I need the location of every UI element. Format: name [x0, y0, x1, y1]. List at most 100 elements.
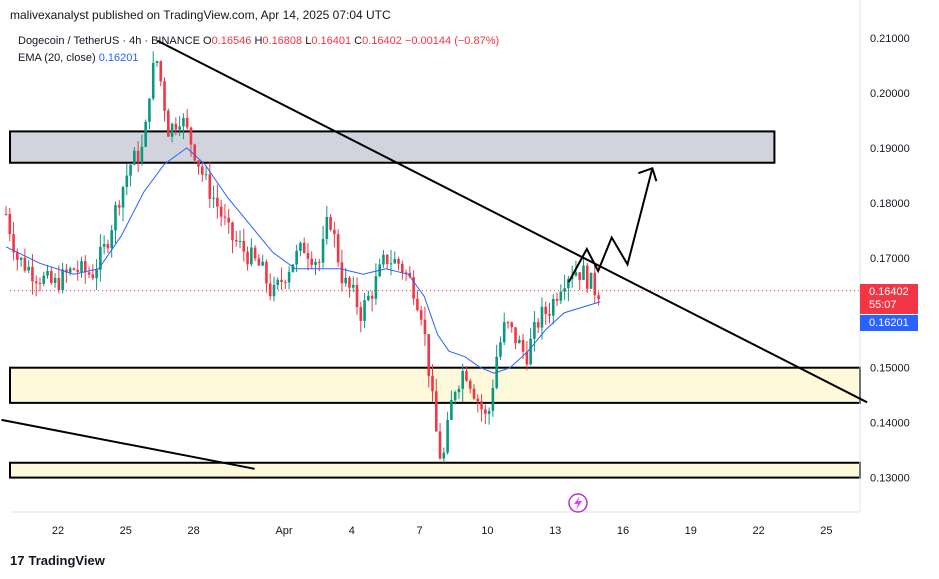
candle-body: [533, 322, 536, 339]
candle-body: [412, 276, 415, 299]
candle-body: [91, 274, 95, 279]
candle-body: [65, 269, 68, 273]
ema-legend: EMA (20, close) 0.16201: [18, 52, 138, 64]
candle-body: [555, 298, 559, 301]
candle-body: [287, 271, 291, 283]
candle-body: [163, 81, 166, 111]
candle-body: [484, 409, 487, 414]
y-tick-label: 0.17000: [870, 253, 910, 265]
candle-body: [453, 392, 457, 401]
candle-body: [544, 306, 548, 314]
candle-body: [299, 242, 302, 251]
candle-body: [336, 234, 340, 263]
candle-body: [525, 351, 529, 365]
y-tick-label: 0.13000: [870, 473, 910, 485]
candle-body: [514, 327, 517, 344]
close-value: 0.16402: [362, 35, 402, 47]
candle-body: [340, 262, 344, 284]
trendline-lower-trendline: [1, 418, 255, 470]
candle-body: [50, 270, 53, 283]
candle-body: [585, 265, 589, 289]
candle-body: [204, 174, 208, 176]
candle-body: [434, 391, 438, 432]
candle-body: [468, 380, 472, 389]
change-value: −0.00144 (−0.87%): [404, 35, 500, 47]
candle-body: [559, 291, 563, 301]
trendline-descending-resistance: [156, 39, 868, 404]
candle-body: [106, 244, 110, 249]
candle-body: [178, 126, 181, 130]
candle-body: [472, 388, 476, 399]
candle-body: [457, 388, 461, 393]
candle-body: [359, 307, 363, 321]
candle-body: [593, 272, 597, 296]
candle-body: [510, 322, 514, 328]
bolt-icon-circle[interactable]: [568, 493, 588, 513]
candle-body: [219, 206, 223, 217]
x-tick-label: 16: [617, 525, 629, 537]
x-tick-label: 13: [549, 525, 561, 537]
candle-body: [348, 277, 351, 288]
candle-body: [234, 239, 238, 242]
candle-body: [419, 310, 423, 320]
candle-body: [306, 253, 310, 259]
candle-body: [231, 222, 234, 240]
candle-body: [276, 279, 280, 285]
candle-body: [250, 247, 253, 265]
candle-body: [200, 166, 204, 175]
candle-body: [148, 98, 151, 122]
candle-body: [446, 419, 449, 453]
candle-body: [117, 205, 121, 208]
candle-body: [536, 322, 540, 328]
candle-body: [521, 339, 525, 352]
candle-body: [129, 164, 132, 176]
tradingview-logo[interactable]: 17 TradingView: [10, 553, 105, 568]
symbol-legend: Dogecoin / TetherUS · 4h · BINANCE O0.16…: [18, 35, 499, 47]
candle-body: [487, 410, 491, 414]
candle-body: [502, 322, 506, 343]
candle-body: [265, 261, 268, 284]
x-tick-label: 19: [685, 525, 697, 537]
candle-body: [102, 244, 106, 247]
bar-countdown: 55:07: [869, 299, 897, 311]
candle-body: [574, 272, 578, 276]
candle-body: [329, 217, 332, 230]
ema-line: [5, 147, 601, 374]
open-value: 0.16546: [211, 35, 252, 47]
candle-body: [367, 295, 370, 301]
symbol-title[interactable]: Dogecoin / TetherUS · 4h · BINANCE: [18, 35, 200, 47]
candle-body: [189, 127, 193, 145]
candle-body: [4, 213, 8, 215]
candle-body: [83, 261, 87, 273]
y-tick-label: 0.15000: [870, 363, 910, 375]
candle-body: [140, 146, 144, 163]
candle-body: [257, 258, 261, 266]
x-tick-label: 4: [349, 525, 355, 537]
candle-body: [295, 250, 298, 265]
candle-body: [95, 269, 98, 279]
candle-body: [110, 230, 113, 249]
candle-body: [155, 61, 159, 63]
candle-body: [401, 263, 404, 273]
zones-layer: [9, 130, 861, 479]
candle-body: [159, 61, 163, 82]
candle-body: [76, 269, 80, 272]
x-tick-label: Apr: [275, 525, 292, 537]
close-label: C: [354, 35, 363, 47]
candle-body: [53, 277, 57, 283]
candle-body: [174, 123, 178, 130]
candle-body: [397, 258, 400, 264]
low-label: L: [305, 35, 312, 47]
candle-body: [314, 261, 317, 265]
bolt-icon[interactable]: [574, 496, 582, 510]
x-tick-label: 22: [52, 525, 64, 537]
candle-body: [567, 279, 570, 289]
open-label: O: [203, 35, 212, 47]
y-tick-label: 0.14000: [870, 418, 910, 430]
x-tick-label: 22: [752, 525, 764, 537]
candle-body: [465, 371, 468, 381]
y-tick-label: 0.18000: [870, 198, 910, 210]
ema-label[interactable]: EMA (20, close): [18, 52, 96, 64]
candle-body: [476, 398, 480, 402]
